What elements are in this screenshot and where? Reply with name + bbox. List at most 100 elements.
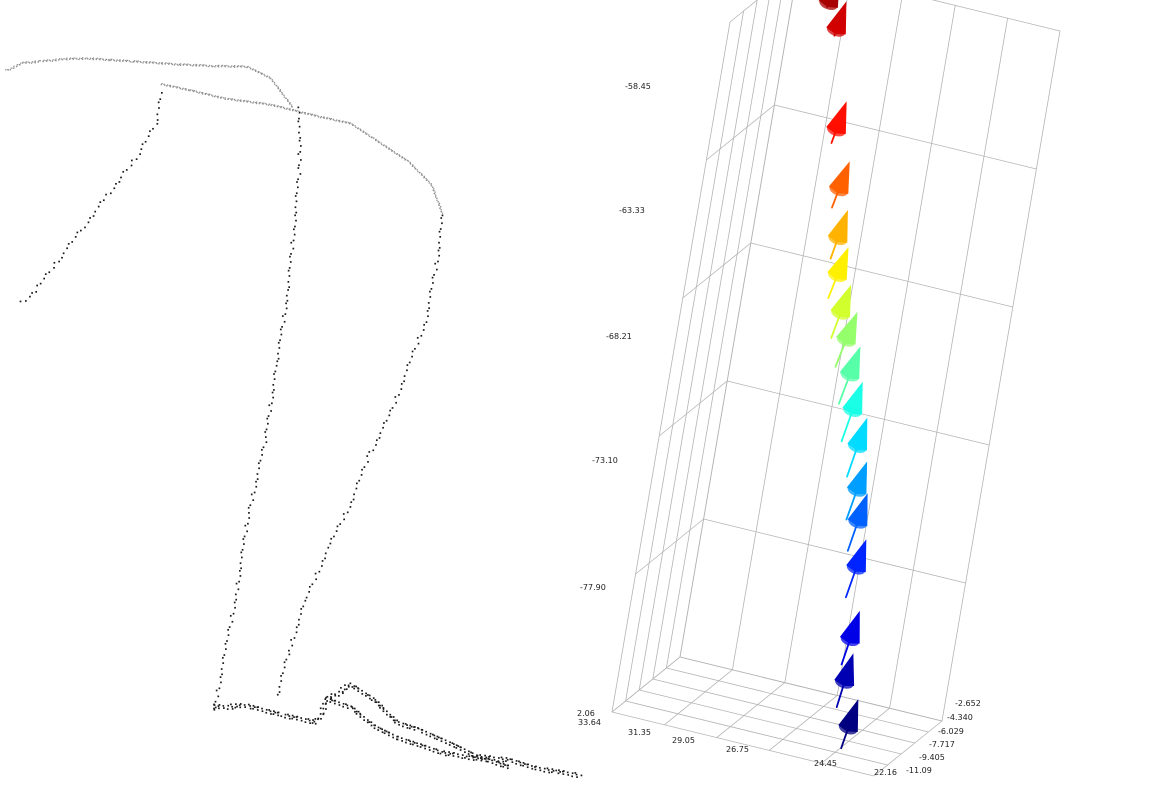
point-cloud-dot	[158, 62, 161, 64]
point-cloud-dot	[348, 122, 350, 124]
point-cloud-dot	[20, 62, 22, 64]
point-cloud-dot	[329, 701, 332, 703]
point-cloud-dot	[339, 523, 342, 525]
point-cloud-dot	[296, 109, 298, 112]
point-cloud-dot	[295, 219, 297, 222]
grid-line	[682, 242, 752, 299]
point-cloud-dot	[319, 707, 322, 710]
point-cloud-dot	[120, 176, 122, 179]
point-cloud-dot	[135, 60, 138, 62]
point-cloud-dot	[245, 100, 248, 102]
point-cloud-dot	[440, 209, 442, 211]
point-cloud-dot	[344, 684, 346, 687]
point-cloud-dot	[393, 151, 395, 153]
point-cloud-dot	[414, 167, 417, 170]
point-cloud-dot	[22, 61, 24, 63]
point-cloud-dot	[294, 225, 296, 228]
point-cloud-dot	[246, 530, 249, 533]
point-cloud-dot	[405, 158, 407, 161]
point-cloud-dot	[575, 773, 578, 776]
point-cloud-dot	[33, 61, 36, 63]
point-cloud-dot	[214, 700, 217, 703]
point-cloud-dot	[212, 65, 214, 68]
point-cloud-dot	[208, 94, 210, 96]
point-cloud-dot	[294, 214, 297, 217]
point-cloud-dot	[561, 770, 564, 773]
point-cloud-dot	[265, 708, 268, 711]
point-cloud-dot	[278, 347, 281, 349]
point-cloud-dot	[413, 166, 416, 168]
point-cloud-dot	[524, 763, 526, 765]
point-cloud-dot	[18, 63, 20, 66]
point-cloud-dot	[149, 130, 151, 133]
point-cloud-dot	[497, 760, 500, 762]
point-cloud-dot	[457, 753, 459, 756]
point-cloud-dot	[54, 59, 56, 61]
point-cloud-dot	[293, 233, 296, 236]
point-cloud-dot	[213, 707, 215, 710]
point-cloud-dot	[453, 752, 455, 754]
point-cloud-dot	[238, 569, 241, 572]
point-cloud-dot	[501, 758, 504, 761]
point-cloud-dot	[402, 722, 405, 725]
point-cloud-dot	[277, 711, 280, 714]
point-cloud-dot	[266, 75, 269, 77]
point-cloud-dot	[195, 90, 197, 92]
point-cloud-dot	[225, 648, 227, 650]
point-cloud-dot	[381, 143, 383, 146]
point-cloud-dot	[385, 710, 388, 713]
point-cloud-dot	[412, 165, 414, 167]
point-cloud-dot	[464, 751, 466, 754]
point-cloud-dot	[185, 89, 187, 91]
point-cloud-dot	[428, 749, 431, 751]
point-cloud-dot	[100, 57, 102, 60]
point-cloud-dot	[220, 681, 222, 684]
point-cloud-dot	[230, 99, 233, 101]
point-cloud-dot	[444, 739, 447, 742]
point-cloud-dot	[327, 546, 330, 549]
point-cloud-dot	[122, 170, 125, 173]
point-cloud-dot	[452, 752, 454, 755]
point-cloud-dot	[334, 693, 336, 696]
point-cloud-dot	[379, 706, 381, 709]
point-cloud-dot	[195, 65, 198, 67]
point-cloud-dot	[279, 89, 281, 91]
point-cloud-dot	[115, 182, 117, 185]
point-cloud-dot	[97, 205, 100, 208]
point-cloud-dot	[265, 428, 268, 431]
grid-line	[638, 0, 758, 691]
point-cloud-dot	[249, 504, 252, 507]
point-cloud-dot	[365, 132, 367, 134]
point-cloud-dot	[112, 59, 115, 61]
point-cloud-dot	[230, 703, 232, 706]
point-cloud-dot	[201, 64, 203, 66]
point-cloud-dot	[329, 117, 331, 120]
arrow-cone-base	[828, 232, 847, 246]
quiver-arrow	[834, 311, 858, 368]
z-tick-label: -63.33	[619, 206, 645, 215]
point-cloud-dot	[298, 131, 300, 134]
point-cloud-dot	[244, 66, 246, 68]
point-cloud-dot	[428, 180, 430, 182]
point-cloud-dot	[419, 171, 421, 174]
point-cloud-dot	[313, 114, 315, 116]
point-cloud-dot	[357, 710, 360, 713]
point-cloud-dot	[342, 702, 345, 705]
point-cloud-dot	[452, 743, 455, 745]
point-cloud-dot	[268, 104, 270, 106]
point-cloud-dot	[433, 188, 435, 190]
point-cloud-dot	[133, 61, 135, 63]
point-cloud-dot	[429, 290, 431, 293]
point-cloud-dot	[118, 59, 120, 62]
point-cloud-dot	[290, 241, 293, 244]
point-cloud-dot	[281, 91, 283, 94]
point-cloud-dot	[401, 156, 404, 159]
point-cloud-dot	[363, 716, 365, 718]
y-tick-label: -6.029	[938, 727, 964, 736]
point-cloud-dot	[231, 65, 233, 67]
point-cloud-dot	[237, 99, 239, 101]
point-cloud-dot	[46, 59, 49, 61]
point-cloud-dot	[84, 58, 87, 60]
point-cloud-dot	[379, 704, 381, 707]
point-cloud-dot	[421, 174, 423, 176]
